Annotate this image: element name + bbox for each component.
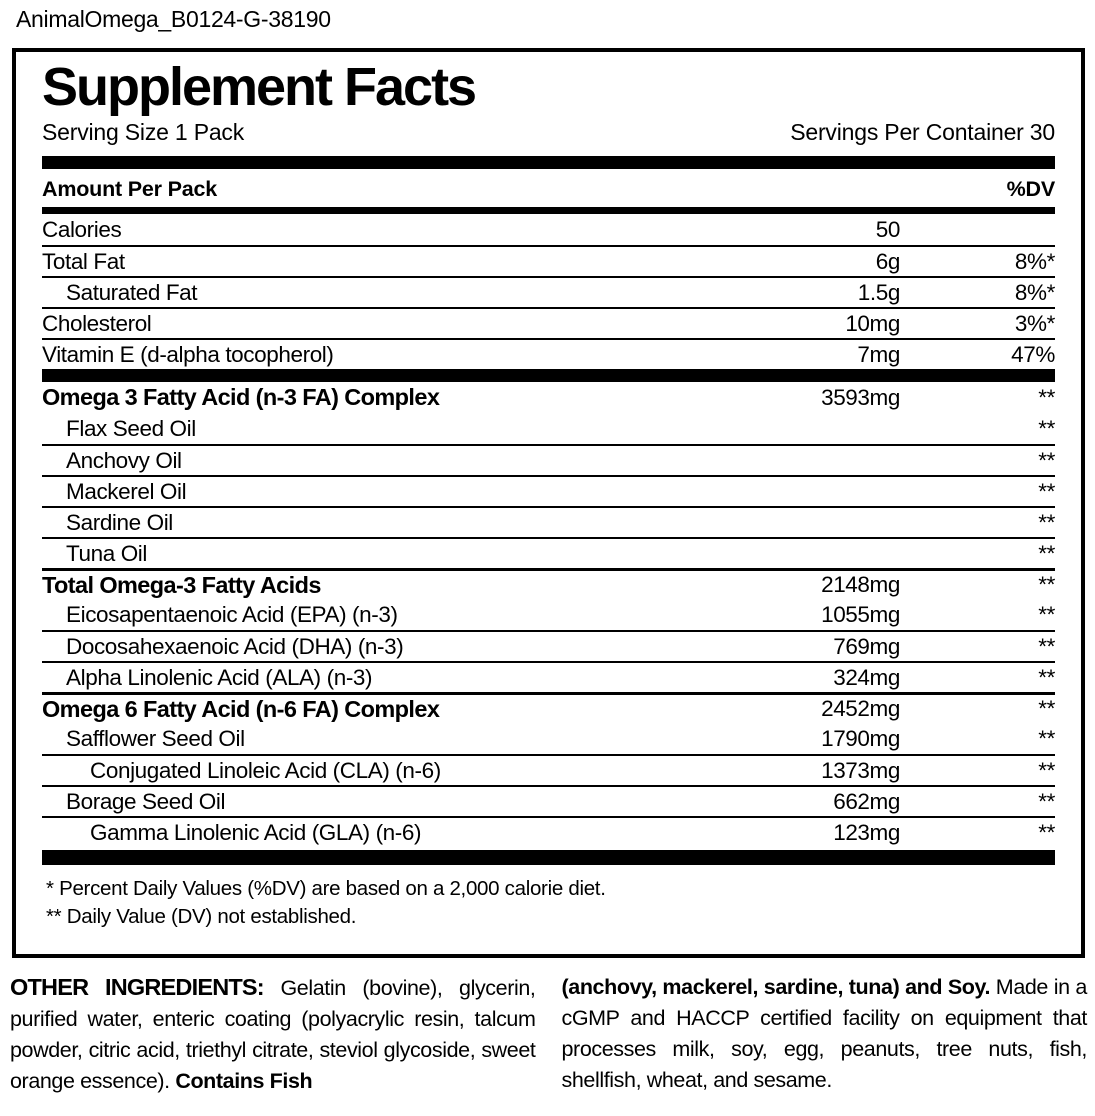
footnote-daily-values: * Percent Daily Values (%DV) are based o… xyxy=(46,877,606,901)
column-header-row: Amount Per Pack %DV xyxy=(42,169,1056,215)
nutrient-row: Omega 3 Fatty Acid (n-3 FA) Complex 3593m… xyxy=(42,382,1055,413)
nutrient-name: Omega 3 Fatty Acid (n-3 FA) Complex xyxy=(42,384,440,411)
nutrient-row: Omega 6 Fatty Acid (n-6 FA) Complex 2452m… xyxy=(42,692,1055,723)
other-ingredients-text: Gelatin (bovine), glycerin, purified wat… xyxy=(10,976,536,1093)
nutrient-dv: 8%* xyxy=(1014,279,1055,305)
nutrient-name: Eicosapentaenoic Acid (EPA) (n-3) xyxy=(66,601,398,627)
nutrient-amount: 7mg xyxy=(857,341,900,367)
nutrient-amount: 1055mg xyxy=(821,601,900,627)
nutrient-dv: ** xyxy=(1038,633,1055,659)
nutrient-name: Safflower Seed Oil xyxy=(66,725,245,751)
nutrient-amount: 3593mg xyxy=(821,384,900,410)
nutrient-row: Calories 50 xyxy=(42,214,1055,245)
nutrient-name: Total Fat xyxy=(42,248,125,274)
nutrient-row: Flax Seed Oil ** xyxy=(42,413,1055,444)
nutrient-dv: ** xyxy=(1038,384,1055,410)
nutrient-dv: ** xyxy=(1038,757,1055,783)
nutrient-row: Mackerel Oil ** xyxy=(42,475,1055,506)
footnotes: * Percent Daily Values (%DV) are based o… xyxy=(42,875,1055,931)
nutrient-amount: 1.5g xyxy=(857,279,901,305)
nutrient-row: Alpha Linolenic Acid (ALA) (n-3) 324mg ** xyxy=(42,661,1055,692)
nutrient-amount: 6g xyxy=(875,248,901,274)
nutrient-amount: 662mg xyxy=(833,788,900,814)
nutrient-row: Vitamin E (d-alpha tocopherol) 7mg 47% xyxy=(42,338,1055,369)
nutrient-amount: 2452mg xyxy=(821,696,900,722)
other-ingredients-left-column: OTHER INGREDIENTS: Gelatin (bovine), gly… xyxy=(10,972,536,1097)
nutrient-amount: 2148mg xyxy=(821,572,900,598)
nutrient-row: Cholesterol 10mg 3%* xyxy=(42,307,1055,338)
nutrient-row: Total Fat 6g 8%* xyxy=(42,245,1055,276)
nutrient-row: Safflower Seed Oil 1790mg ** xyxy=(42,723,1055,754)
divider-bar-bottom xyxy=(42,850,1055,866)
nutrient-dv: 8%* xyxy=(1014,248,1055,274)
nutrient-row: Gamma Linolenic Acid (GLA) (n-6) 123mg ** xyxy=(42,816,1055,847)
divider-bar-top xyxy=(42,156,1055,170)
nutrient-dv: 47% xyxy=(1011,341,1055,367)
nutrient-row: Sardine Oil ** xyxy=(42,506,1055,537)
nutrient-row: Anchovy Oil ** xyxy=(42,444,1055,475)
nutrient-name: Saturated Fat xyxy=(66,279,198,305)
nutrient-name: Cholesterol xyxy=(42,310,152,336)
nutrient-amount: 324mg xyxy=(833,664,900,690)
nutrient-row: Total Omega-3 Fatty Acids 2148mg ** xyxy=(42,568,1055,599)
dv-header: %DV xyxy=(1006,177,1056,202)
nutrient-dv: ** xyxy=(1038,696,1055,722)
nutrient-dv: ** xyxy=(1038,540,1055,566)
nutrient-name: Omega 6 Fatty Acid (n-6 FA) Complex xyxy=(42,695,440,722)
other-ingredients-text: Contains Fish xyxy=(175,1069,313,1093)
nutrient-name: Borage Seed Oil xyxy=(66,788,226,814)
nutrient-name: Sardine Oil xyxy=(66,509,173,535)
nutrient-dv: ** xyxy=(1038,509,1055,535)
nutrient-name: Alpha Linolenic Acid (ALA) (n-3) xyxy=(66,664,373,690)
other-ingredients-right-column: (anchovy, mackerel, sardine, tuna) and S… xyxy=(562,972,1088,1097)
supplement-facts-panel: Supplement Facts Serving Size 1 Pack Ser… xyxy=(12,48,1085,958)
other-ingredients-section: OTHER INGREDIENTS: Gelatin (bovine), gly… xyxy=(10,972,1087,1097)
nutrient-amount: 123mg xyxy=(833,819,900,845)
nutrient-amount: 769mg xyxy=(833,633,900,659)
other-ingredients-text: Made in a cGMP and HACCP certified facil… xyxy=(561,975,1088,1092)
nutrient-name: Mackerel Oil xyxy=(66,478,187,504)
other-ingredients-header: OTHER INGREDIENTS: xyxy=(10,974,265,1000)
nutrient-dv: ** xyxy=(1038,664,1055,690)
nutrient-dv: ** xyxy=(1038,788,1055,814)
nutrient-dv: ** xyxy=(1038,415,1055,441)
nutrient-amount: 1790mg xyxy=(821,725,900,751)
nutrient-dv: ** xyxy=(1038,572,1055,598)
amount-per-pack-header: Amount Per Pack xyxy=(42,177,218,202)
nutrient-amount: 50 xyxy=(875,216,901,242)
nutrient-amount: 1373mg xyxy=(821,757,900,783)
other-ingredients-text: (anchovy, mackerel, sardine, tuna) and S… xyxy=(561,975,991,999)
nutrient-name: Gamma Linolenic Acid (GLA) (n-6) xyxy=(90,819,422,845)
nutrient-name: Flax Seed Oil xyxy=(66,415,196,441)
nutrient-dv: 3%* xyxy=(1014,310,1055,336)
panel-title: Supplement Facts xyxy=(42,57,477,117)
file-label: AnimalOmega_B0124-G-38190 xyxy=(16,6,331,32)
nutrient-row: Conjugated Linoleic Acid (CLA) (n-6) 1373… xyxy=(42,754,1055,785)
nutrient-row: Saturated Fat 1.5g 8%* xyxy=(42,276,1055,307)
nutrient-row: Borage Seed Oil 662mg ** xyxy=(42,785,1055,816)
nutrient-rows: Calories 50 Total Fat 6g 8%* Saturated Fat 1.5… xyxy=(42,214,1055,847)
nutrient-name: Calories xyxy=(42,216,122,242)
servings-per-container-label: Servings Per Container 30 xyxy=(790,119,1055,146)
nutrient-row: Docosahexaenoic Acid (DHA) (n-3) 769mg ** xyxy=(42,630,1055,661)
nutrient-amount: 10mg xyxy=(845,310,900,336)
nutrient-dv: ** xyxy=(1038,478,1055,504)
nutrient-name: Tuna Oil xyxy=(66,540,147,566)
serving-info-row: Serving Size 1 Pack Servings Per Contain… xyxy=(42,119,1055,146)
footnote-dv-not-established: ** Daily Value (DV) not established. xyxy=(46,905,357,929)
nutrient-row: Eicosapentaenoic Acid (EPA) (n-3) 1055mg *… xyxy=(42,599,1055,630)
divider-bar-section xyxy=(42,369,1055,383)
nutrient-name: Vitamin E (d-alpha tocopherol) xyxy=(42,341,334,367)
nutrient-name: Conjugated Linoleic Acid (CLA) (n-6) xyxy=(90,757,441,783)
nutrient-dv: ** xyxy=(1038,725,1055,751)
nutrient-dv: ** xyxy=(1038,447,1055,473)
nutrient-dv: ** xyxy=(1038,819,1055,845)
nutrient-name: Docosahexaenoic Acid (DHA) (n-3) xyxy=(66,633,404,659)
nutrient-dv: ** xyxy=(1038,601,1055,627)
nutrient-name: Anchovy Oil xyxy=(66,447,182,473)
serving-size-label: Serving Size 1 Pack xyxy=(42,119,245,146)
nutrient-row: Tuna Oil ** xyxy=(42,537,1055,568)
nutrient-name: Total Omega-3 Fatty Acids xyxy=(42,571,321,598)
